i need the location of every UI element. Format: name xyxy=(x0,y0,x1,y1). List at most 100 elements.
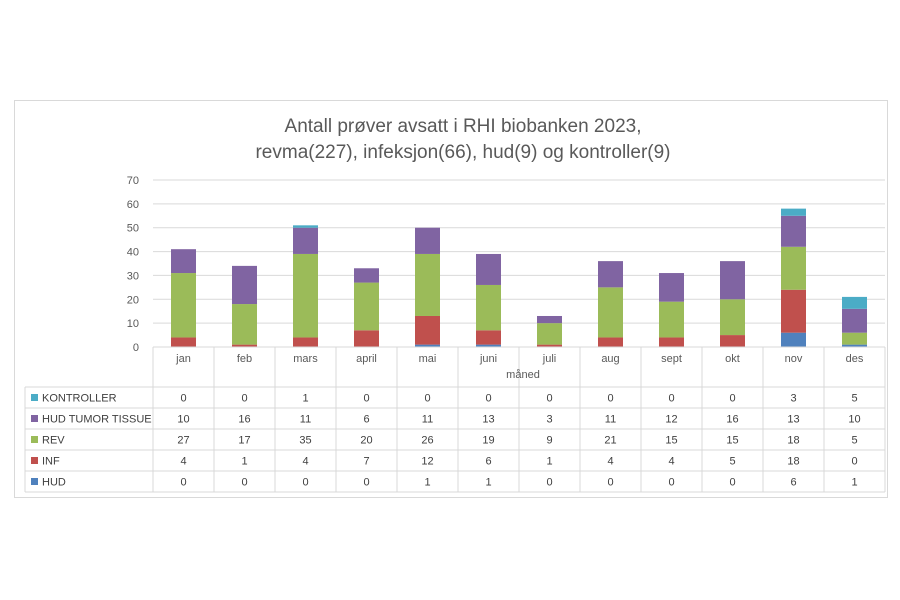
table-cell: 1 xyxy=(485,477,491,489)
bar-segment xyxy=(781,332,806,347)
x-category-label: aug xyxy=(601,353,619,365)
x-category-label: des xyxy=(846,353,864,365)
y-tick-label: 60 xyxy=(127,199,139,211)
chart-frame: Antall prøver avsatt i RHI biobanken 202… xyxy=(14,100,888,498)
table-cell: 4 xyxy=(180,456,186,468)
bar-segment xyxy=(720,299,745,336)
bar-segment xyxy=(476,344,501,347)
table-cell: 9 xyxy=(546,435,552,447)
y-tick-label: 30 xyxy=(127,270,139,282)
chart-title: Antall prøver avsatt i RHI biobanken 202… xyxy=(255,116,670,163)
bar-segment xyxy=(171,273,196,338)
bar-segment xyxy=(415,227,440,254)
table-cell: 1 xyxy=(241,456,247,468)
series-label: HUD TUMOR TISSUE xyxy=(42,414,152,426)
x-category-label: mars xyxy=(293,353,318,365)
table-cell: 1 xyxy=(851,477,857,489)
x-category-label: sept xyxy=(661,353,682,365)
x-category-label: nov xyxy=(785,353,803,365)
table-cell: 18 xyxy=(787,435,799,447)
table-cell: 0 xyxy=(607,393,613,405)
table-cell: 35 xyxy=(299,435,311,447)
x-category-label: feb xyxy=(237,353,252,365)
bar-segment xyxy=(842,344,867,347)
bar-segment xyxy=(659,301,684,338)
bar-segment xyxy=(659,337,684,347)
x-category-label: mai xyxy=(419,353,437,365)
legend-key xyxy=(31,457,38,464)
table-cell: 0 xyxy=(546,393,552,405)
bar-segment xyxy=(293,253,318,338)
x-category-label: juni xyxy=(479,353,497,365)
table-cell: 1 xyxy=(546,456,552,468)
table-cell: 0 xyxy=(241,477,247,489)
table-cell: 0 xyxy=(607,477,613,489)
table-cell: 10 xyxy=(177,414,189,426)
table-cell: 0 xyxy=(851,456,857,468)
table-cell: 27 xyxy=(177,435,189,447)
x-category-label: jan xyxy=(175,353,191,365)
bar-segment xyxy=(476,253,501,285)
x-category-label: juli xyxy=(542,353,556,365)
table-cell: 1 xyxy=(424,477,430,489)
x-axis-title: måned xyxy=(506,369,540,381)
table-cell: 11 xyxy=(422,414,433,426)
bar-segment xyxy=(171,337,196,347)
table-cell: 6 xyxy=(790,477,796,489)
table-cell: 3 xyxy=(546,414,552,426)
table-cell: 0 xyxy=(241,393,247,405)
table-cell: 0 xyxy=(302,477,308,489)
y-axis-ticks: 0 10 20 30 40 50 60 70 xyxy=(127,175,139,354)
table-cell: 5 xyxy=(729,456,735,468)
table-cell: 0 xyxy=(668,393,674,405)
table-cell: 12 xyxy=(421,456,433,468)
bar-segment xyxy=(354,268,379,283)
series-label: INF xyxy=(42,456,60,468)
legend-key xyxy=(31,436,38,443)
table-cell: 16 xyxy=(726,414,738,426)
y-tick-label: 50 xyxy=(127,223,139,235)
table-cell: 0 xyxy=(180,477,186,489)
table-cell: 26 xyxy=(421,435,433,447)
table-cell: 18 xyxy=(787,456,799,468)
table-cell: 4 xyxy=(668,456,674,468)
legend-key xyxy=(31,478,38,485)
bar-segment xyxy=(842,332,867,345)
y-tick-label: 40 xyxy=(127,247,139,259)
bar-segment xyxy=(598,337,623,347)
bar-segment xyxy=(720,335,745,347)
table-cell: 0 xyxy=(729,477,735,489)
table-cell: 0 xyxy=(485,393,491,405)
bars xyxy=(171,208,867,347)
bar-segment xyxy=(598,261,623,288)
bar-segment xyxy=(415,253,440,316)
bar-segment xyxy=(598,287,623,338)
table-cell: 0 xyxy=(363,393,369,405)
bar-segment xyxy=(842,308,867,333)
bar-segment xyxy=(293,337,318,347)
y-tick-label: 0 xyxy=(133,342,139,354)
table-cell: 16 xyxy=(238,414,250,426)
bar-segment xyxy=(476,284,501,331)
bar-segment xyxy=(415,344,440,347)
y-tick-label: 20 xyxy=(127,294,139,306)
table-cell: 10 xyxy=(848,414,860,426)
table-cell: 13 xyxy=(482,414,494,426)
series-label: HUD xyxy=(42,477,66,489)
table-cell: 6 xyxy=(363,414,369,426)
table-cell: 0 xyxy=(668,477,674,489)
table-cell: 21 xyxy=(604,435,616,447)
bar-segment xyxy=(354,282,379,331)
table-cell: 0 xyxy=(546,477,552,489)
table-cell: 0 xyxy=(180,393,186,405)
gridlines xyxy=(153,179,885,348)
table-cell: 5 xyxy=(851,435,857,447)
x-category-label: april xyxy=(356,353,377,365)
bar-segment xyxy=(171,249,196,274)
chart-title-line-2: revma(227), infeksjon(66), hud(9) og kon… xyxy=(255,142,670,163)
table-cell: 0 xyxy=(363,477,369,489)
bar-segment xyxy=(537,323,562,345)
table-cell: 4 xyxy=(607,456,613,468)
bar-segment xyxy=(415,315,440,345)
table-cell: 11 xyxy=(605,414,616,426)
